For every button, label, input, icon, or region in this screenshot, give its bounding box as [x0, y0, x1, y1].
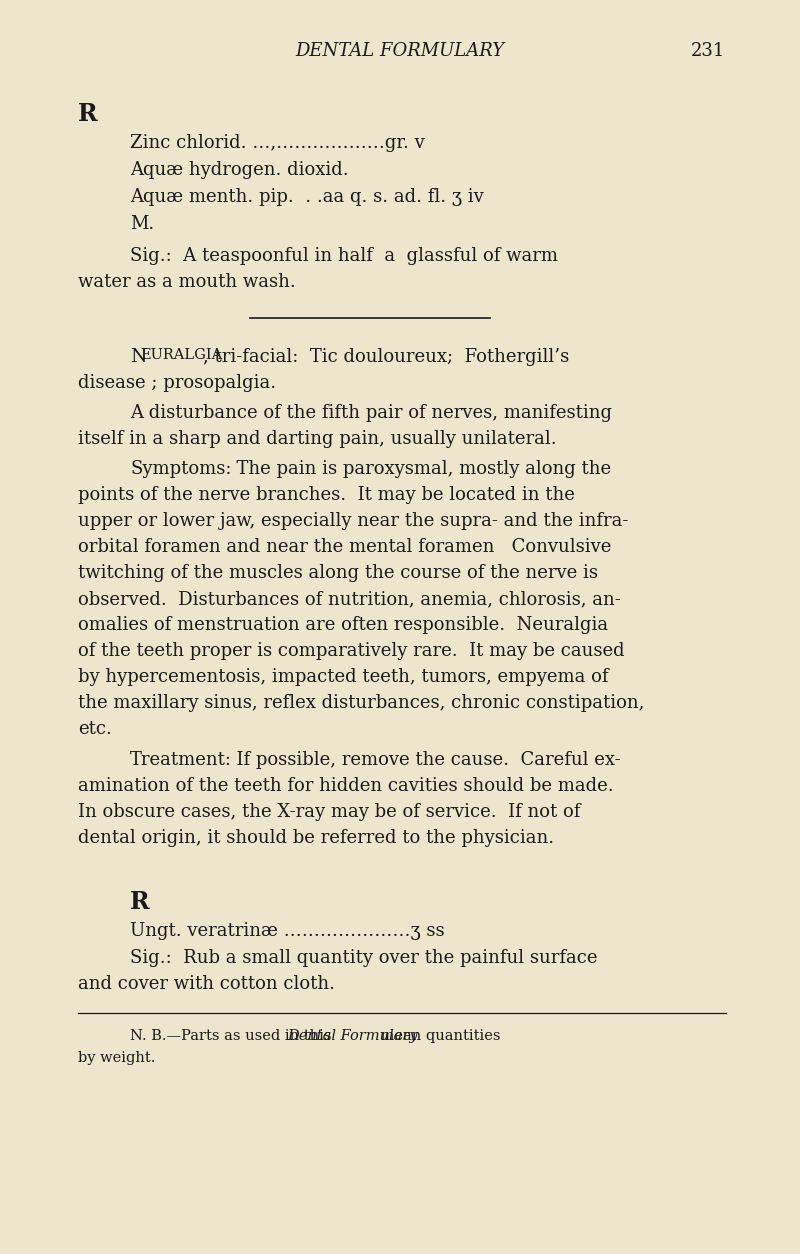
Text: water as a mouth wash.: water as a mouth wash.: [78, 273, 296, 291]
Text: of the teeth proper is comparatively rare.  It may be caused: of the teeth proper is comparatively rar…: [78, 642, 625, 660]
Text: Symptoms:: Symptoms:: [130, 460, 231, 478]
Text: A disturbance of the fifth pair of nerves, manifesting: A disturbance of the fifth pair of nerve…: [130, 404, 612, 423]
Text: N. B.—Parts as used in this: N. B.—Parts as used in this: [130, 1030, 336, 1043]
Text: EURALGIA: EURALGIA: [140, 349, 222, 362]
Text: twitching of the muscles along the course of the nerve is: twitching of the muscles along the cours…: [78, 564, 598, 582]
Text: orbital foramen and near the mental foramen   Convulsive: orbital foramen and near the mental fora…: [78, 538, 611, 556]
Text: Aquæ hydrogen. dioxid.: Aquæ hydrogen. dioxid.: [130, 161, 349, 179]
Text: If possible, remove the cause.  Careful ex-: If possible, remove the cause. Careful e…: [225, 751, 621, 769]
Text: 231: 231: [690, 41, 725, 60]
Text: disease ; prosopalgia.: disease ; prosopalgia.: [78, 374, 276, 393]
Text: Zinc chlorid. …,………………gr. v: Zinc chlorid. …,………………gr. v: [130, 134, 425, 152]
Text: N: N: [130, 349, 146, 366]
Text: Treatment:: Treatment:: [130, 751, 232, 769]
Text: Aquæ menth. pip.  . .aa q. s. ad. fl. ʒ iv: Aquæ menth. pip. . .aa q. s. ad. fl. ʒ i…: [130, 188, 484, 206]
Text: DENTAL FORMULARY: DENTAL FORMULARY: [295, 41, 505, 60]
Text: observed.  Disturbances of nutrition, anemia, chlorosis, an-: observed. Disturbances of nutrition, ane…: [78, 589, 621, 608]
Text: points of the nerve branches.  It may be located in the: points of the nerve branches. It may be …: [78, 487, 575, 504]
Text: Ungt. veratrinæ …………………ʒ ss: Ungt. veratrinæ …………………ʒ ss: [130, 922, 445, 940]
Text: omalies of menstruation are often responsible.  Neuralgia: omalies of menstruation are often respon…: [78, 616, 608, 635]
Text: R: R: [78, 102, 98, 125]
Text: mean quantities: mean quantities: [376, 1030, 501, 1043]
Text: Sig.:  Rub a small quantity over the painful surface: Sig.: Rub a small quantity over the pain…: [130, 949, 598, 967]
Text: R: R: [130, 890, 150, 914]
Text: Dental Formulary: Dental Formulary: [286, 1030, 418, 1043]
Text: The pain is paroxysmal, mostly along the: The pain is paroxysmal, mostly along the: [225, 460, 611, 478]
Text: itself in a sharp and darting pain, usually unilateral.: itself in a sharp and darting pain, usua…: [78, 430, 557, 448]
Text: M.: M.: [130, 214, 154, 233]
Text: upper or lower jaw, especially near the supra- and the infra-: upper or lower jaw, especially near the …: [78, 512, 628, 530]
Text: etc.: etc.: [78, 720, 112, 739]
Text: by weight.: by weight.: [78, 1051, 155, 1065]
Text: dental origin, it should be referred to the physician.: dental origin, it should be referred to …: [78, 829, 554, 846]
Text: In obscure cases, the X-ray may be of service.  If not of: In obscure cases, the X-ray may be of se…: [78, 803, 580, 821]
Text: amination of the teeth for hidden cavities should be made.: amination of the teeth for hidden caviti…: [78, 777, 614, 795]
Text: Sig.:  A teaspoonful in half  a  glassful of warm: Sig.: A teaspoonful in half a glassful o…: [130, 247, 558, 265]
Text: by hypercementosis, impacted teeth, tumors, empyema of: by hypercementosis, impacted teeth, tumo…: [78, 668, 609, 686]
Text: the maxillary sinus, reflex disturbances, chronic constipation,: the maxillary sinus, reflex disturbances…: [78, 693, 644, 712]
Text: , tri-facial:  Tic douloureux;  Fothergill’s: , tri-facial: Tic douloureux; Fothergill…: [203, 349, 570, 366]
Text: and cover with cotton cloth.: and cover with cotton cloth.: [78, 976, 335, 993]
